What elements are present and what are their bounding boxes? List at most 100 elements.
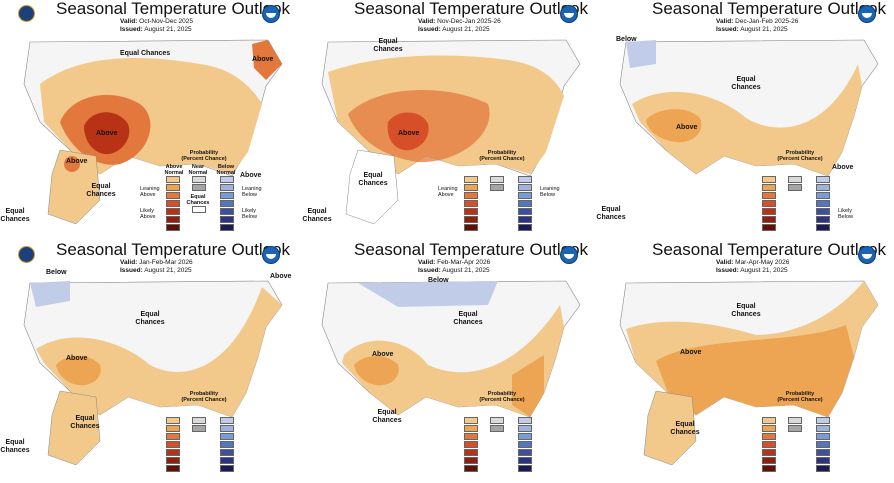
panel-meta: Valid: Mar-Apr-May 2026 Issued: August 2… [716,259,790,274]
legend-swatch [518,176,532,183]
legend-swatch [464,441,478,448]
noaa-logo-icon [262,246,280,264]
noaa-logo-icon [858,5,876,23]
legend-near-swatches [490,176,504,192]
legend-swatch [220,425,234,432]
legend-below-swatches [220,417,234,473]
issued-date: August 21, 2025 [740,266,788,274]
legend-swatch [816,433,830,440]
map-label: Below [616,36,637,43]
probability-legend: Probability (Percent Chance) [140,391,268,473]
legend-swatch [166,425,180,432]
legend-swatch [464,433,478,440]
legend-swatch [816,184,830,191]
legend-swatch [788,417,802,424]
legend-swatch [220,216,234,223]
us-outlook-map [619,39,879,177]
legend-swatch [762,192,776,199]
map-label: Below [428,277,449,284]
outlook-panel-4: Seasonal Temperature Outlook Valid: Jan-… [0,241,298,473]
outlook-panel-2: Seasonal Temperature Outlook Valid: Nov-… [298,0,596,232]
legend-swatch [220,441,234,448]
legend-swatch [220,208,234,215]
legend-swatch [518,441,532,448]
doc-seal-icon [18,5,35,22]
panel-meta: Valid: Jan-Feb-Mar 2026 Issued: August 2… [120,259,193,274]
legend-swatch [166,433,180,440]
legend-swatch [490,176,504,183]
valid-period: Jan-Feb-Mar 2026 [139,259,193,266]
legend-swatch [816,192,830,199]
map-label: Above [270,273,292,280]
legend-above-swatches [464,176,478,232]
legend-swatch [762,176,776,183]
panel-meta: Valid: Feb-Mar-Apr 2026 Issued: August 2… [418,259,491,274]
map-label: Equal Chances [670,421,700,436]
map-label: Above [66,158,88,165]
map-label: Above [252,56,274,63]
map-label: Equal Chances [302,208,332,223]
map-label: Above [66,355,88,362]
legend-swatch [762,200,776,207]
legend-swatch [518,425,532,432]
legend-swatch [464,425,478,432]
legend-swatch [166,208,180,215]
map-label: Above [96,130,118,137]
map-label: Equal Chances [358,172,388,187]
legend-near-swatches [192,417,206,433]
outlook-panel-1: Seasonal Temperature Outlook Valid: Oct-… [0,0,298,232]
map-label: Below [46,269,67,276]
legend-swatch [816,224,830,231]
outlook-panel-6: Seasonal Temperature Outlook Valid: Mar-… [596,241,894,473]
map-label: Equal Chances [86,183,116,198]
legend-swatch [166,465,180,472]
legend-swatch [220,465,234,472]
valid-period: Feb-Mar-Apr 2026 [437,259,491,266]
map-label: Equal Chances [731,76,761,91]
map-label: Above [676,124,698,131]
legend-swatch [816,417,830,424]
legend-swatch [788,176,802,183]
map-label: Equal Chances [373,38,403,53]
legend-swatch [788,184,802,191]
map-label: Above [680,349,702,356]
legend-swatch [464,449,478,456]
map-label: Equal Chances [453,311,483,326]
issued-date: August 21, 2025 [144,25,192,33]
legend-swatch [220,200,234,207]
map-label: Equal Chances [731,303,761,318]
legend-equal-swatch [192,206,206,213]
legend-swatch [816,441,830,448]
us-outlook-map [321,280,581,418]
legend-above-swatches [166,417,180,473]
legend-swatch [518,465,532,472]
panel-title: Seasonal Temperature Outlook [56,0,291,18]
legend-swatch [490,184,504,191]
noaa-logo-icon [858,246,876,264]
legend-swatch [220,192,234,199]
panel-meta: Valid: Oct-Nov-Dec 2025 Issued: August 2… [120,18,193,33]
legend-swatch [518,192,532,199]
probability-legend: Probability (Percent Chance) Above Norma… [140,150,268,232]
legend-swatch [518,433,532,440]
legend-swatch [788,425,802,432]
us-outlook-map [619,280,879,466]
map-label: Equal Chances [120,50,171,57]
legend-swatch [816,449,830,456]
map-label: Equal Chances [596,206,626,221]
legend-swatch [192,184,206,191]
legend-swatch [816,457,830,464]
map-label: Equal Chances [0,208,30,223]
legend-below-swatches [816,417,830,473]
legend-swatch [762,216,776,223]
probability-legend: Probability (Percent Chance) [736,391,864,473]
legend-swatch [762,184,776,191]
legend-near-swatches [192,176,206,192]
legend-swatch [192,417,206,424]
legend-swatch [762,449,776,456]
legend-swatch [464,465,478,472]
legend-swatch [166,449,180,456]
legend-near-swatches [788,176,802,192]
valid-period: Dec-Jan-Feb 2025-26 [735,18,799,25]
legend-swatch [490,417,504,424]
